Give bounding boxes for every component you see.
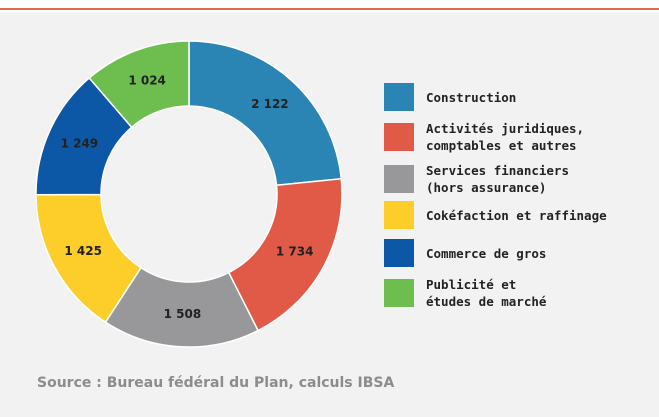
data-label: 2 122 [251, 97, 289, 111]
legend-item: Construction [384, 83, 516, 111]
legend-label: Commerce de gros [426, 245, 547, 261]
data-label: 1 024 [128, 74, 166, 88]
legend-label: Construction [426, 89, 517, 105]
legend-label: Cokéfaction et raffinage [426, 207, 607, 223]
legend-item: Activités juridiques, comptables et autr… [384, 121, 585, 153]
data-label: 1 508 [164, 307, 202, 321]
legend-item: Cokéfaction et raffinage [384, 201, 607, 229]
data-label: 1 249 [61, 137, 99, 151]
top-rule [0, 8, 659, 10]
donut-slice [88, 40, 190, 129]
legend-item: Publicité et études de marché [384, 277, 547, 309]
legend-item: Services financiers (hors assurance) [384, 163, 569, 195]
data-label: 1 734 [276, 244, 314, 258]
legend-swatch [384, 201, 414, 229]
donut-slice [188, 40, 343, 187]
legend-label: Publicité et études de marché [426, 277, 547, 309]
legend-swatch [384, 279, 414, 307]
legend-swatch [384, 165, 414, 193]
legend-swatch [384, 239, 414, 267]
legend-item: Commerce de gros [384, 239, 546, 267]
data-label: 1 425 [64, 244, 102, 258]
legend-swatch [384, 83, 414, 111]
legend-label: Services financiers (hors assurance) [426, 163, 569, 195]
source: Source : Bureau fédéral du Plan, calculs… [37, 375, 395, 391]
legend-swatch [384, 123, 414, 151]
legend-label: Activités juridiques, comptables et autr… [426, 121, 585, 153]
